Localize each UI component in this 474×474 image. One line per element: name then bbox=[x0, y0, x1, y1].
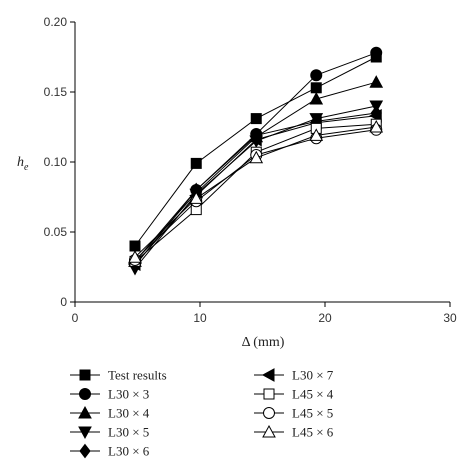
legend-marker bbox=[79, 388, 91, 400]
data-point bbox=[309, 128, 324, 141]
y-tick-label: 0.05 bbox=[44, 225, 68, 239]
data-point bbox=[128, 250, 142, 263]
legend-marker bbox=[262, 424, 276, 438]
series-2 bbox=[128, 75, 384, 267]
y-axis-label-subscript: e bbox=[24, 162, 29, 173]
y-tick-label: 0.10 bbox=[44, 155, 68, 169]
data-point bbox=[129, 240, 141, 252]
legend-item: L30 × 5 bbox=[70, 425, 149, 440]
y-axis-label: he bbox=[17, 155, 29, 173]
y-axis-label-main: h bbox=[17, 155, 24, 170]
legend-marker bbox=[78, 405, 92, 419]
x-tick-label: 0 bbox=[72, 311, 79, 325]
legend-marker bbox=[263, 388, 275, 400]
data-point bbox=[250, 113, 262, 125]
legend-label: L30 × 4 bbox=[108, 406, 150, 421]
legend-item: L30 × 3 bbox=[70, 387, 149, 402]
legend-label: L45 × 6 bbox=[292, 425, 334, 440]
data-point bbox=[309, 91, 324, 105]
data-point bbox=[189, 191, 204, 204]
legend-label: L45 × 4 bbox=[292, 387, 334, 402]
legend: Test results L30 × 3 L30 × 4 L30 × 5 L30 × 6… bbox=[70, 368, 334, 459]
data-point bbox=[369, 119, 384, 133]
legend-label: L30 × 3 bbox=[108, 387, 149, 402]
x-tick-label: 20 bbox=[318, 311, 332, 325]
legend-item: L45 × 5 bbox=[254, 406, 333, 421]
series-8 bbox=[128, 119, 384, 263]
series-3 bbox=[128, 100, 384, 276]
legend-label: Test results bbox=[108, 368, 167, 383]
data-point bbox=[370, 46, 383, 59]
y-tick-label: 0.15 bbox=[44, 85, 68, 99]
legend-item: L45 × 4 bbox=[254, 387, 334, 402]
legend-item: L45 × 6 bbox=[254, 425, 334, 440]
data-point bbox=[310, 82, 322, 94]
x-tick-label: 10 bbox=[193, 311, 207, 325]
legend-marker bbox=[78, 426, 92, 440]
x-ticks: 0 10 20 30 bbox=[72, 302, 457, 325]
legend-label: L45 × 5 bbox=[292, 406, 333, 421]
legend-label: L30 × 7 bbox=[292, 368, 334, 383]
series-line bbox=[134, 81, 377, 262]
series-group bbox=[127, 46, 384, 276]
legend-item: L30 × 6 bbox=[70, 444, 150, 459]
data-point bbox=[369, 75, 384, 88]
legend-item: L30 × 4 bbox=[70, 406, 150, 421]
legend-marker bbox=[261, 368, 275, 382]
legend-label: L30 × 5 bbox=[108, 425, 149, 440]
data-point bbox=[190, 157, 202, 169]
x-tick-label: 30 bbox=[443, 311, 457, 325]
x-axis-label: Δ (mm) bbox=[242, 335, 285, 350]
legend-marker bbox=[79, 369, 91, 381]
legend-marker bbox=[263, 407, 275, 419]
data-point bbox=[310, 69, 323, 82]
legend-item: Test results bbox=[70, 368, 167, 383]
y-ticks: 0 0.05 0.10 0.15 0.20 bbox=[44, 15, 75, 309]
y-tick-label: 0 bbox=[60, 295, 67, 309]
legend-item: L30 × 7 bbox=[254, 368, 334, 383]
data-point bbox=[249, 150, 264, 164]
y-tick-label: 0.20 bbox=[44, 15, 68, 29]
legend-marker bbox=[79, 443, 91, 459]
legend-label: L30 × 6 bbox=[108, 444, 150, 459]
data-point bbox=[249, 132, 262, 147]
